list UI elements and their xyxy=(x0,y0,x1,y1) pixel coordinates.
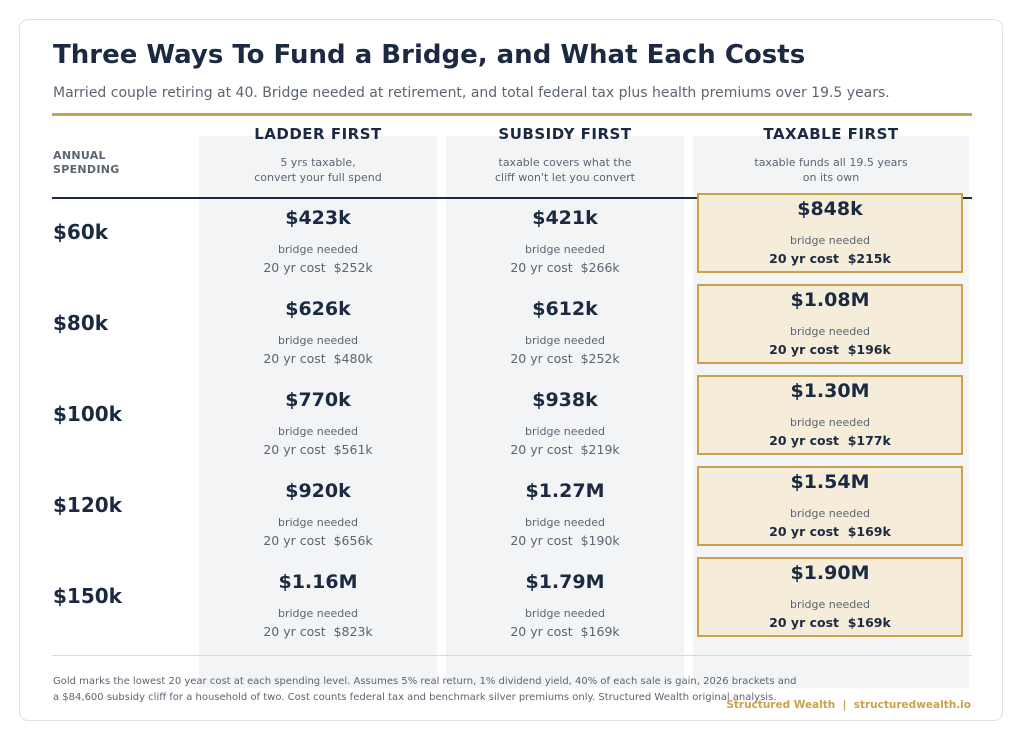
twenty-year-cost: 20 yr cost $169k xyxy=(769,524,891,539)
twenty-year-cost: 20 yr cost $656k xyxy=(263,533,373,548)
bridge-needed-label: bridge needed xyxy=(789,507,871,520)
column-description: taxable covers what the cliff won't let … xyxy=(446,155,684,185)
bridge-amount: $1.90M xyxy=(790,562,870,584)
twenty-year-cost: 20 yr cost $252k xyxy=(263,260,373,275)
column-header-subsidy-first: SUBSIDY FIRST taxable covers what the cl… xyxy=(446,124,684,185)
cell-ladder-first: $1.16M bridge needed 20 yr cost $823k xyxy=(199,566,437,646)
bridge-needed-label: bridge needed xyxy=(524,516,606,529)
column-description-line: 5 yrs taxable, xyxy=(280,156,356,169)
cell-taxable-first-best: $1.90M bridge needed 20 yr cost $169k xyxy=(697,557,963,637)
bridge-needed-label: bridge needed xyxy=(524,425,606,438)
row-label-spending: $100k xyxy=(53,402,122,426)
column-description-line: convert your full spend xyxy=(254,171,382,184)
bridge-needed-label: bridge needed xyxy=(789,325,871,338)
bridge-amount: $612k xyxy=(532,298,598,320)
twenty-year-cost: 20 yr cost $823k xyxy=(263,624,373,639)
column-description: 5 yrs taxable, convert your full spend xyxy=(199,155,437,185)
brand-credit: Structured Wealth | structuredwealth.io xyxy=(726,699,971,711)
bridge-amount: $1.54M xyxy=(790,471,870,493)
row-label-spending: $60k xyxy=(53,220,109,244)
bridge-needed-label: bridge needed xyxy=(277,607,359,620)
column-description-line: on its own xyxy=(802,171,860,184)
page-title: Three Ways To Fund a Bridge, and What Ea… xyxy=(53,40,806,70)
bridge-amount: $423k xyxy=(285,207,351,229)
bridge-amount: $1.08M xyxy=(790,289,870,311)
column-header-taxable-first: TAXABLE FIRST taxable funds all 19.5 yea… xyxy=(693,124,969,185)
footnote-line: Gold marks the lowest 20 year cost at ea… xyxy=(53,676,797,687)
footnote: Gold marks the lowest 20 year cost at ea… xyxy=(53,674,833,706)
cell-taxable-first-best: $1.54M bridge needed 20 yr cost $169k xyxy=(697,466,963,546)
bridge-needed-label: bridge needed xyxy=(277,243,359,256)
cell-subsidy-first: $938k bridge needed 20 yr cost $219k xyxy=(446,384,684,464)
twenty-year-cost: 20 yr cost $480k xyxy=(263,351,373,366)
row-label-spending: $120k xyxy=(53,493,122,517)
bridge-needed-label: bridge needed xyxy=(789,416,871,429)
bridge-needed-label: bridge needed xyxy=(789,234,871,247)
header-divider xyxy=(52,197,972,199)
column-bg-subsidy-first xyxy=(446,136,684,688)
bridge-needed-label: bridge needed xyxy=(524,607,606,620)
column-header-ladder-first: LADDER FIRST 5 yrs taxable, convert your… xyxy=(199,124,437,185)
annual-spending-header-line: ANNUAL xyxy=(53,149,106,162)
bridge-amount: $421k xyxy=(532,207,598,229)
twenty-year-cost: 20 yr cost $252k xyxy=(510,351,620,366)
twenty-year-cost: 20 yr cost $169k xyxy=(769,615,891,630)
row-label-spending: $80k xyxy=(53,311,109,335)
column-description-line: cliff won't let you convert xyxy=(495,171,635,184)
twenty-year-cost: 20 yr cost $196k xyxy=(769,342,891,357)
cell-subsidy-first: $1.79M bridge needed 20 yr cost $169k xyxy=(446,566,684,646)
cell-subsidy-first: $612k bridge needed 20 yr cost $252k xyxy=(446,293,684,373)
bridge-amount: $920k xyxy=(285,480,351,502)
column-bg-ladder-first xyxy=(199,136,437,688)
column-description: taxable funds all 19.5 years on its own xyxy=(693,155,969,185)
bridge-amount: $1.27M xyxy=(525,480,605,502)
bridge-amount: $848k xyxy=(797,198,863,220)
bridge-needed-label: bridge needed xyxy=(277,425,359,438)
cell-ladder-first: $626k bridge needed 20 yr cost $480k xyxy=(199,293,437,373)
cell-subsidy-first: $421k bridge needed 20 yr cost $266k xyxy=(446,202,684,282)
cell-taxable-first-best: $1.08M bridge needed 20 yr cost $196k xyxy=(697,284,963,364)
bridge-amount: $1.16M xyxy=(278,571,358,593)
row-label-spending: $150k xyxy=(53,584,122,608)
cell-ladder-first: $770k bridge needed 20 yr cost $561k xyxy=(199,384,437,464)
bridge-needed-label: bridge needed xyxy=(277,334,359,347)
bridge-needed-label: bridge needed xyxy=(524,243,606,256)
column-title: LADDER FIRST xyxy=(254,125,382,143)
cell-ladder-first: $423k bridge needed 20 yr cost $252k xyxy=(199,202,437,282)
twenty-year-cost: 20 yr cost $169k xyxy=(510,624,620,639)
bridge-amount: $1.79M xyxy=(525,571,605,593)
footnote-line: a $84,600 subsidy cliff for a household … xyxy=(53,692,777,703)
cell-taxable-first-best: $1.30M bridge needed 20 yr cost $177k xyxy=(697,375,963,455)
twenty-year-cost: 20 yr cost $561k xyxy=(263,442,373,457)
twenty-year-cost: 20 yr cost $190k xyxy=(510,533,620,548)
bridge-amount: $626k xyxy=(285,298,351,320)
page-subtitle: Married couple retiring at 40. Bridge ne… xyxy=(53,85,890,101)
bridge-amount: $770k xyxy=(285,389,351,411)
bridge-needed-label: bridge needed xyxy=(789,598,871,611)
twenty-year-cost: 20 yr cost $266k xyxy=(510,260,620,275)
column-title: TAXABLE FIRST xyxy=(763,125,899,143)
gold-divider xyxy=(52,113,972,116)
cell-taxable-first-best: $848k bridge needed 20 yr cost $215k xyxy=(697,193,963,273)
twenty-year-cost: 20 yr cost $215k xyxy=(769,251,891,266)
bridge-needed-label: bridge needed xyxy=(277,516,359,529)
bridge-needed-label: bridge needed xyxy=(524,334,606,347)
twenty-year-cost: 20 yr cost $219k xyxy=(510,442,620,457)
twenty-year-cost: 20 yr cost $177k xyxy=(769,433,891,448)
column-description-line: taxable covers what the xyxy=(498,156,632,169)
annual-spending-header: ANNUAL SPENDING xyxy=(53,149,173,177)
column-description-line: taxable funds all 19.5 years xyxy=(754,156,908,169)
bridge-amount: $938k xyxy=(532,389,598,411)
footer-divider xyxy=(52,655,972,656)
cell-subsidy-first: $1.27M bridge needed 20 yr cost $190k xyxy=(446,475,684,555)
annual-spending-header-line: SPENDING xyxy=(53,163,120,176)
bridge-amount: $1.30M xyxy=(790,380,870,402)
cell-ladder-first: $920k bridge needed 20 yr cost $656k xyxy=(199,475,437,555)
column-title: SUBSIDY FIRST xyxy=(498,125,632,143)
